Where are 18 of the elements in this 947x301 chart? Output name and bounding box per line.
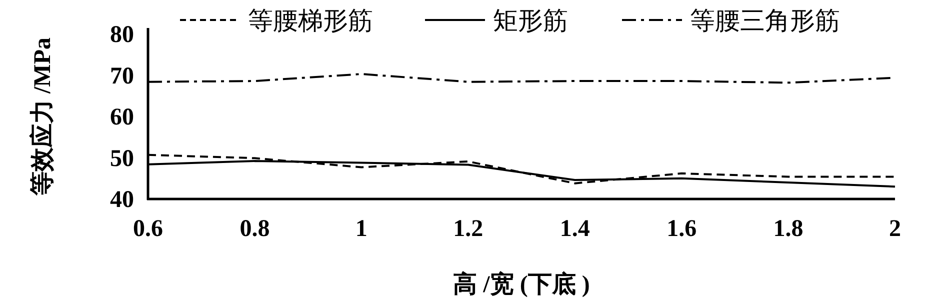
- legend-label: 等腰三角形筋: [690, 8, 840, 35]
- y-tick-label: 60: [110, 104, 134, 130]
- legend-label: 等腰梯形筋: [248, 8, 373, 35]
- x-tick-label: 1.4: [560, 216, 590, 242]
- legend-label: 矩形筋: [493, 8, 568, 35]
- y-tick-label: 70: [110, 63, 134, 90]
- x-axis-title: 高 /宽 (下底 ): [453, 270, 590, 298]
- x-tick-label: 1: [355, 216, 368, 242]
- x-tick-label: 1.8: [773, 216, 804, 242]
- x-tick-label: 0.8: [240, 216, 270, 242]
- x-tick-label: 0.6: [133, 216, 163, 242]
- x-tick-label: 1.6: [666, 216, 697, 242]
- x-tick-label: 1.2: [453, 216, 484, 242]
- y-axis-title: 等效应力 /MPa: [29, 38, 56, 196]
- y-tick-label: 40: [110, 187, 134, 213]
- y-tick-label: 50: [110, 146, 134, 172]
- y-tick-label: 80: [110, 22, 134, 48]
- x-tick-label: 2: [889, 216, 901, 242]
